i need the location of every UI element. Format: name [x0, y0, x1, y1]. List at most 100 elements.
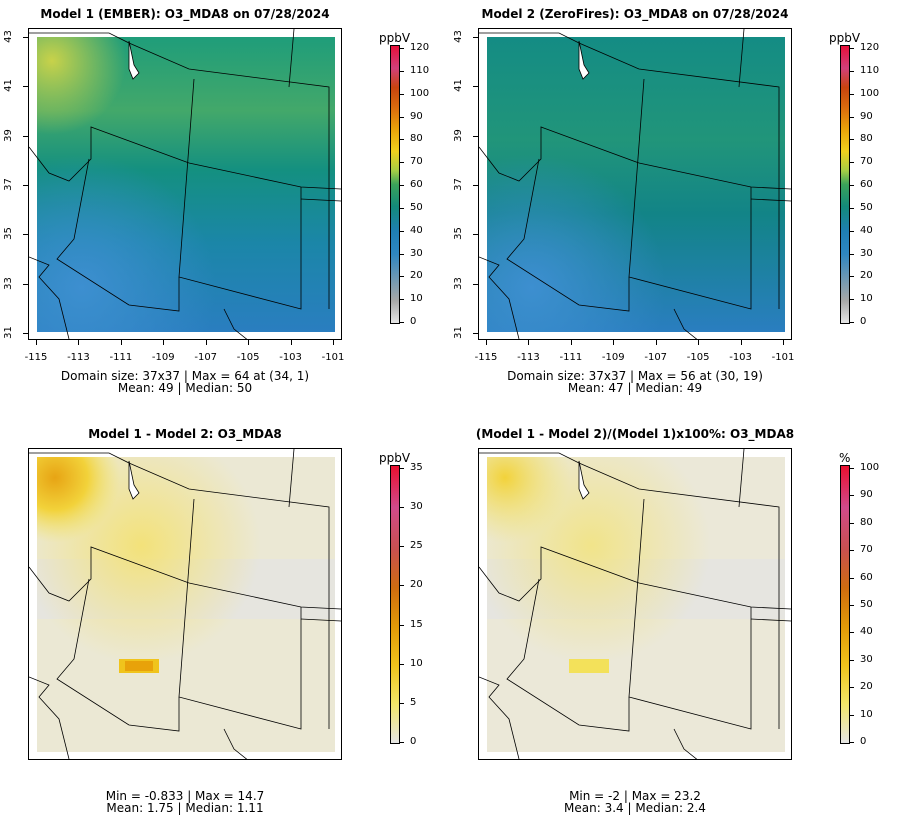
colorbar-tick-mark [850, 48, 854, 49]
x-tick-label: -111 [109, 352, 133, 363]
colorbar-tick-mark [850, 522, 854, 524]
colorbar-tick-label: 25 [410, 540, 423, 552]
colorbar-tick-label: 30 [410, 501, 423, 513]
x-tick-mark [740, 340, 742, 345]
colorbar-tick-mark [400, 276, 404, 278]
y-tick-mark [23, 86, 28, 88]
y-tick-label: 35 [452, 227, 464, 241]
data-local-peak-core [125, 661, 153, 671]
colorbar-tick-mark [400, 230, 404, 232]
map-svg [479, 449, 791, 759]
y-tick-label: 39 [2, 128, 14, 142]
panel-title: Model 2 (ZeroFires): O3_MDA8 on 07/28/20… [481, 7, 789, 21]
y-tick-label: 43 [452, 30, 464, 43]
colorbar-tick-label: 80 [410, 133, 423, 145]
y-tick-mark [473, 234, 478, 236]
x-tick-label: -111 [559, 352, 583, 363]
colorbar-tick-label: 15 [410, 618, 423, 630]
colorbar-unit: ppbV [379, 451, 411, 465]
colorbar-tick-mark [400, 585, 404, 587]
colorbar-tick-label: 60 [860, 179, 873, 190]
state-borders [29, 29, 341, 339]
colorbar-tick-mark [400, 48, 404, 49]
x-tick-label: -107 [194, 352, 218, 363]
colorbar-tick-label: 35 [410, 462, 423, 473]
y-tick-label: 37 [2, 178, 14, 191]
map-frame [478, 28, 792, 340]
x-tick-label: -109 [601, 352, 625, 363]
state-borders [479, 29, 791, 339]
colorbar-tick-label: 30 [860, 247, 873, 259]
colorbar-tick-mark [400, 116, 404, 118]
colorbar-tick-label: 10 [860, 293, 873, 305]
map-svg [29, 29, 341, 339]
colorbar-tick-label: 80 [860, 516, 873, 528]
y-tick-label: 33 [2, 276, 14, 290]
colorbar-tick-label: 0 [410, 316, 417, 327]
state-borders [29, 449, 341, 759]
colorbar-tick-label: 70 [410, 156, 423, 168]
x-tick-label: -101 [321, 352, 345, 363]
map-svg [29, 449, 341, 759]
colorbar-tick-label: 50 [410, 201, 423, 213]
map-frame [478, 448, 792, 760]
x-tick-mark [486, 340, 487, 345]
map-frame [28, 28, 342, 340]
colorbar-tick-mark [850, 687, 854, 689]
y-tick-mark [473, 135, 478, 137]
colorbar-tick-label: 90 [410, 110, 423, 122]
colorbar-tick-mark [850, 495, 854, 497]
colorbar-tick-label: 30 [860, 653, 873, 665]
colorbar-tick-mark [850, 139, 854, 141]
colorbar-tick-mark [400, 162, 404, 164]
y-tick-mark [473, 185, 478, 186]
colorbar-tick-label: 10 [860, 708, 873, 720]
colorbar-tick-mark [400, 507, 404, 509]
x-tick-mark [528, 340, 530, 345]
x-tick-mark [698, 340, 700, 345]
colorbar-tick-mark [850, 116, 854, 118]
colorbar-tick-label: 10 [410, 293, 423, 305]
colorbar [390, 465, 400, 744]
x-tick-mark [613, 340, 615, 345]
colorbar-tick-mark [400, 70, 404, 72]
colorbar-tick-mark [850, 468, 854, 469]
state-borders [479, 449, 791, 759]
colorbar-tick-mark [850, 276, 854, 278]
stat-line-1: Domain size: 37x37 | Max = 64 at (34, 1) [60, 369, 310, 383]
map-panel-model1: Model 1 (EMBER): O3_MDA8 on 07/28/2024 [0, 0, 450, 420]
colorbar-tick-mark [850, 253, 854, 255]
colorbar-tick-mark [400, 702, 404, 704]
colorbar-tick-mark [850, 322, 854, 323]
x-tick-label: -109 [151, 352, 175, 363]
colorbar-tick-label: 0 [410, 736, 417, 747]
map-panel-difference: Model 1 - Model 2: O3_MDA8 [0, 420, 450, 840]
colorbar-tick-label: 80 [860, 133, 873, 145]
y-tick-mark [473, 37, 478, 38]
stat-line-1: Domain size: 37x37 | Max = 56 at (30, 19… [507, 369, 763, 383]
colorbar-tick-mark [850, 70, 854, 72]
x-tick-mark [570, 340, 572, 345]
colorbar-tick-label: 5 [410, 696, 417, 708]
colorbar-tick-mark [400, 93, 404, 95]
colorbar-tick-mark [400, 207, 404, 209]
x-tick-mark [333, 340, 334, 345]
y-tick-mark [473, 86, 478, 88]
y-tick-label: 35 [2, 227, 14, 241]
x-tick-mark [120, 340, 122, 345]
colorbar-tick-label: 50 [860, 599, 873, 610]
colorbar-tick-label: 110 [410, 64, 430, 76]
colorbar-tick-label: 90 [860, 110, 873, 122]
colorbar-tick-mark [850, 742, 854, 743]
map-svg [479, 29, 791, 339]
colorbar [390, 45, 400, 324]
colorbar-tick-label: 20 [410, 270, 423, 282]
x-tick-mark [36, 340, 37, 345]
y-tick-mark [473, 283, 478, 285]
colorbar-tick-mark [400, 322, 404, 323]
stat-line-1: Min = -2 | Max = 23.2 [569, 789, 701, 803]
colorbar-tick-mark [850, 93, 854, 95]
colorbar-tick-label: 60 [860, 571, 873, 583]
x-tick-label: -105 [686, 352, 710, 363]
x-tick-mark [78, 340, 80, 345]
